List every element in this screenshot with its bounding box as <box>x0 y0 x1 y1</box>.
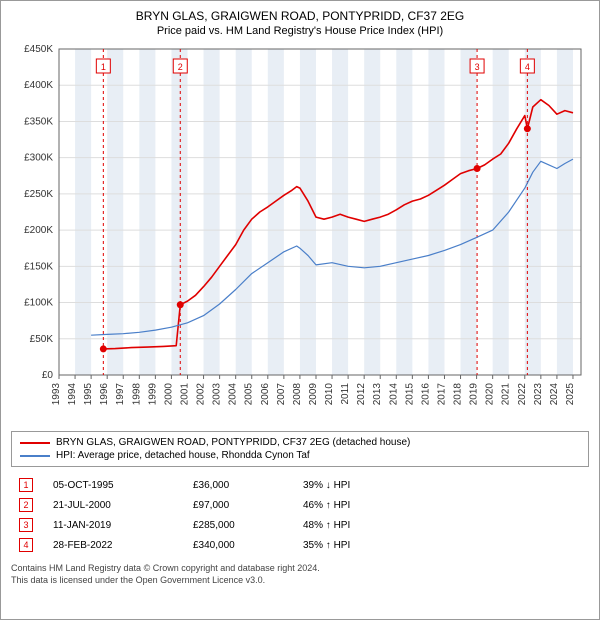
svg-text:£250K: £250K <box>24 189 53 200</box>
tx-pct: 46% ↑ HPI <box>303 500 403 511</box>
svg-text:2001: 2001 <box>179 383 190 406</box>
table-row: 3 11-JAN-2019 £285,000 48% ↑ HPI <box>11 515 589 535</box>
legend-swatch <box>20 442 50 444</box>
svg-text:2015: 2015 <box>404 383 415 406</box>
svg-text:2017: 2017 <box>436 383 447 406</box>
svg-text:2003: 2003 <box>212 383 223 406</box>
tx-price: £340,000 <box>193 540 303 551</box>
tx-pct: 39% ↓ HPI <box>303 480 403 491</box>
chart-area: £0 £50K £100K £150K £200K £250K £300K £350K £400… <box>11 43 589 423</box>
tx-date: 21-JUL-2000 <box>53 500 193 511</box>
svg-text:£400K: £400K <box>24 80 53 91</box>
svg-text:2023: 2023 <box>533 383 544 406</box>
svg-text:2019: 2019 <box>469 383 480 406</box>
tx-price: £36,000 <box>193 480 303 491</box>
svg-text:2004: 2004 <box>228 383 239 406</box>
transaction-table: 1 05-OCT-1995 £36,000 39% ↓ HPI 2 21-JUL… <box>11 475 589 555</box>
legend-item: HPI: Average price, detached house, Rhon… <box>20 449 580 462</box>
legend-label: HPI: Average price, detached house, Rhon… <box>56 450 310 461</box>
tx-price: £97,000 <box>193 500 303 511</box>
table-row: 1 05-OCT-1995 £36,000 39% ↓ HPI <box>11 475 589 495</box>
chart-title: BRYN GLAS, GRAIGWEN ROAD, PONTYPRIDD, CF… <box>11 9 589 23</box>
svg-text:2000: 2000 <box>163 383 174 406</box>
svg-text:£200K: £200K <box>24 225 53 236</box>
marker-badge: 1 <box>19 478 33 492</box>
svg-text:2006: 2006 <box>260 383 271 406</box>
svg-text:£150K: £150K <box>24 261 53 272</box>
svg-text:2: 2 <box>178 62 183 72</box>
svg-text:1994: 1994 <box>67 383 78 406</box>
svg-text:£300K: £300K <box>24 153 53 164</box>
footer-line: This data is licensed under the Open Gov… <box>11 575 589 587</box>
tx-date: 11-JAN-2019 <box>53 520 193 531</box>
table-row: 2 21-JUL-2000 £97,000 46% ↑ HPI <box>11 495 589 515</box>
svg-text:3: 3 <box>475 62 480 72</box>
svg-text:£0: £0 <box>42 370 54 381</box>
marker-badge: 2 <box>19 498 33 512</box>
svg-text:1997: 1997 <box>115 383 126 406</box>
svg-text:1995: 1995 <box>83 383 94 406</box>
svg-text:4: 4 <box>525 62 530 72</box>
svg-text:2002: 2002 <box>196 383 207 406</box>
chart-subtitle: Price paid vs. HM Land Registry's House … <box>11 25 589 37</box>
footer-line: Contains HM Land Registry data © Crown c… <box>11 563 589 575</box>
marker-badge: 3 <box>19 518 33 532</box>
svg-text:2008: 2008 <box>292 383 303 406</box>
svg-text:2012: 2012 <box>356 383 367 406</box>
svg-text:2014: 2014 <box>388 383 399 406</box>
footer-attribution: Contains HM Land Registry data © Crown c… <box>11 563 589 586</box>
svg-text:2018: 2018 <box>453 383 464 406</box>
svg-text:2021: 2021 <box>501 383 512 406</box>
svg-text:1993: 1993 <box>51 383 62 406</box>
tx-date: 28-FEB-2022 <box>53 540 193 551</box>
svg-text:£50K: £50K <box>30 334 54 345</box>
svg-text:2005: 2005 <box>244 383 255 406</box>
svg-text:1: 1 <box>101 62 106 72</box>
svg-text:2024: 2024 <box>549 383 560 406</box>
legend: BRYN GLAS, GRAIGWEN ROAD, PONTYPRIDD, CF… <box>11 431 589 467</box>
svg-text:2010: 2010 <box>324 383 335 406</box>
legend-swatch <box>20 455 50 457</box>
svg-text:£450K: £450K <box>24 44 53 55</box>
tx-pct: 35% ↑ HPI <box>303 540 403 551</box>
svg-text:2011: 2011 <box>340 383 351 405</box>
svg-text:£350K: £350K <box>24 116 53 127</box>
svg-text:2007: 2007 <box>276 383 287 406</box>
svg-text:2020: 2020 <box>485 383 496 406</box>
legend-label: BRYN GLAS, GRAIGWEN ROAD, PONTYPRIDD, CF… <box>56 437 410 448</box>
svg-text:2013: 2013 <box>372 383 383 406</box>
tx-price: £285,000 <box>193 520 303 531</box>
svg-text:2022: 2022 <box>517 383 528 406</box>
svg-text:1996: 1996 <box>99 383 110 406</box>
tx-pct: 48% ↑ HPI <box>303 520 403 531</box>
svg-text:£100K: £100K <box>24 298 53 309</box>
svg-text:2009: 2009 <box>308 383 319 406</box>
tx-date: 05-OCT-1995 <box>53 480 193 491</box>
svg-text:1998: 1998 <box>131 383 142 406</box>
svg-text:2016: 2016 <box>420 383 431 406</box>
marker-badge: 4 <box>19 538 33 552</box>
svg-text:1999: 1999 <box>147 383 158 406</box>
legend-item: BRYN GLAS, GRAIGWEN ROAD, PONTYPRIDD, CF… <box>20 436 580 449</box>
table-row: 4 28-FEB-2022 £340,000 35% ↑ HPI <box>11 535 589 555</box>
svg-text:2025: 2025 <box>565 383 576 406</box>
